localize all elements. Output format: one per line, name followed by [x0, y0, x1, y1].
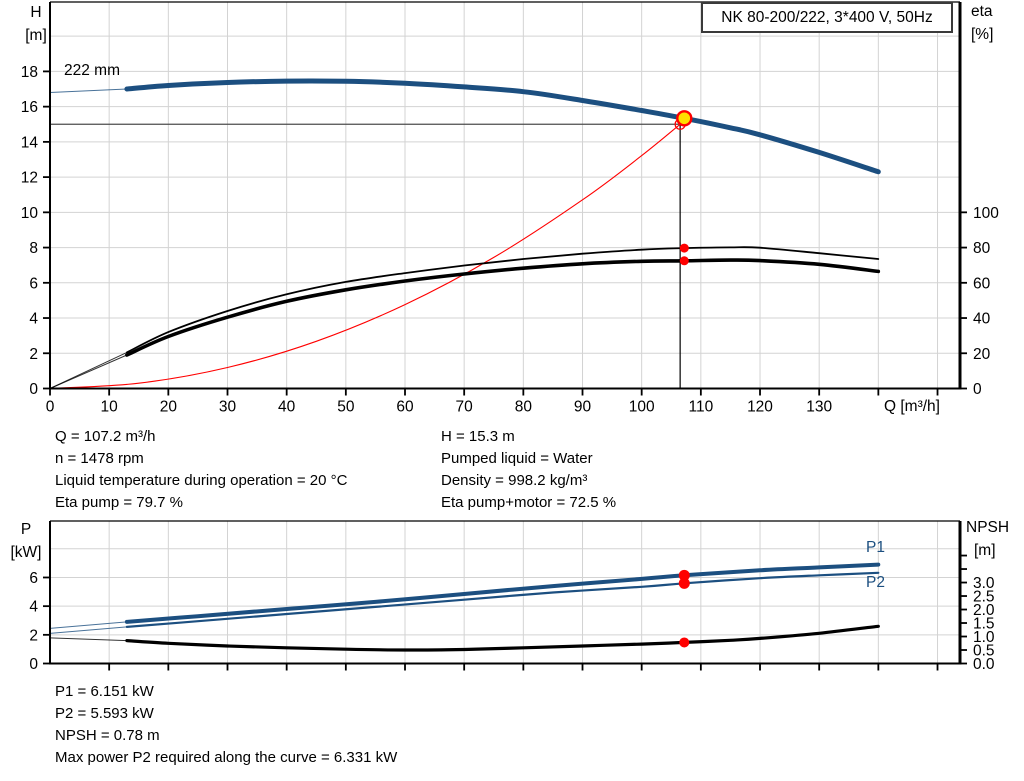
eta-unit-label: [%]	[971, 26, 994, 43]
eta-pump-motor-curve-lead	[49, 354, 128, 389]
y-tick-label: 6	[29, 275, 38, 292]
npsh-dot	[679, 637, 690, 648]
npsh-curve-lead	[49, 637, 127, 642]
x-tick-label: 50	[337, 399, 355, 416]
y2-tick-label: 80	[973, 240, 991, 257]
x-tick-label: 110	[688, 399, 713, 416]
readout-density: Density = 998.2 kg/m³	[441, 472, 588, 489]
eta-pump-motor-dot	[679, 256, 689, 266]
y-tick-label: 0	[29, 656, 38, 673]
x-tick-label: 100	[629, 399, 655, 416]
duty-point	[676, 110, 693, 127]
readout-max-power: Max power P2 required along the curve = …	[55, 749, 398, 766]
p1-curve	[124, 562, 881, 624]
y-tick-label: 2	[29, 627, 38, 644]
readout-flow: Q = 107.2 m³/h	[55, 428, 156, 445]
readout-p1: P1 = 6.151 kW	[55, 683, 154, 700]
y-tick-label: 4	[29, 599, 38, 616]
eta-pump-curve	[126, 246, 880, 354]
x-tick-label: 80	[515, 399, 533, 416]
x-tick-label: 60	[396, 399, 414, 416]
readout-temperature: Liquid temperature during operation = 20…	[55, 472, 348, 489]
y-tick-label: 18	[21, 64, 38, 81]
x-tick-label: 90	[574, 399, 592, 416]
h-curve	[124, 78, 881, 175]
y2-tick-label: 3.0	[973, 575, 995, 592]
eta-axis-label: eta	[971, 3, 993, 20]
system-curve	[49, 123, 681, 390]
y2-tick-label: 0.5	[973, 643, 995, 660]
duty-readout-right: H = 15.3 m Pumped liquid = Water Density…	[441, 426, 616, 514]
y2-tick-label: 2.0	[973, 602, 995, 619]
readout-p2: P2 = 5.593 kW	[55, 705, 154, 722]
y2-tick-label: 40	[973, 311, 991, 328]
y-tick-label: 16	[21, 99, 38, 116]
p2-dot	[678, 577, 690, 589]
y-tick-label: 8	[29, 240, 38, 257]
p2-series-label: P2	[866, 574, 885, 591]
h-curve-lead	[49, 88, 127, 93]
pump-title: NK 80-200/222, 3*400 V, 50Hz	[721, 8, 933, 26]
q-axis-label: Q [m³/h]	[884, 398, 940, 415]
x-tick-label: 70	[456, 399, 474, 416]
readout-head: H = 15.3 m	[441, 428, 515, 445]
p-unit-label: [kW]	[10, 544, 42, 561]
p1-curve-lead	[49, 621, 127, 629]
x-tick-label: 130	[806, 399, 832, 416]
h-unit-label: [m]	[25, 27, 47, 44]
y2-tick-label: 0.0	[973, 656, 995, 673]
y-tick-label: 2	[29, 346, 38, 363]
impeller-diameter-label: 222 mm	[64, 62, 120, 79]
eta-pump-motor-curve	[125, 258, 881, 357]
y2-tick-label: 100	[973, 205, 999, 222]
p2-curve	[125, 571, 880, 628]
x-tick-label: 120	[747, 399, 773, 416]
y2-tick-label: 1.0	[973, 629, 995, 646]
y-tick-label: 6	[29, 570, 38, 587]
x-tick-label: 20	[160, 399, 178, 416]
y2-tick-label: 2.5	[973, 589, 995, 606]
x-tick-label: 10	[101, 399, 119, 416]
readout-speed: n = 1478 rpm	[55, 450, 144, 467]
pump-title-box: NK 80-200/222, 3*400 V, 50Hz	[701, 2, 953, 33]
y2-tick-label: 0	[973, 381, 982, 398]
readout-liquid: Pumped liquid = Water	[441, 450, 593, 467]
readout-npsh: NPSH = 0.78 m	[55, 727, 160, 744]
p-axis-label: P	[20, 521, 32, 538]
x-tick-label: 0	[46, 399, 55, 416]
y-tick-label: 4	[29, 311, 38, 328]
npsh-curve	[125, 624, 880, 652]
y-tick-label: 10	[21, 205, 39, 222]
eta-pump-dot	[679, 243, 689, 253]
x-tick-label: 40	[278, 399, 296, 416]
y2-tick-label: 20	[973, 346, 991, 363]
y2-tick-label: 60	[973, 275, 991, 292]
y-tick-label: 0	[29, 381, 38, 398]
y2-tick-label: 1.5	[973, 616, 995, 633]
y-tick-label: 12	[21, 170, 38, 187]
power-readout: P1 = 6.151 kW P2 = 5.593 kW NPSH = 0.78 …	[55, 681, 397, 769]
readout-eta-pump-motor: Eta pump+motor = 72.5 %	[441, 494, 617, 511]
p1-dot	[678, 569, 690, 581]
y-tick-label: 14	[21, 134, 39, 151]
readout-eta-pump: Eta pump = 79.7 %	[55, 494, 183, 511]
npsh-axis-label: NPSH	[966, 519, 1010, 536]
x-tick-label: 30	[219, 399, 237, 416]
p2-curve-lead	[49, 626, 127, 634]
p1-series-label: P1	[866, 539, 885, 556]
npsh-unit-label: [m]	[974, 542, 996, 559]
duty-readout-left: Q = 107.2 m³/h n = 1478 rpm Liquid tempe…	[55, 426, 347, 514]
h-axis-label: H	[30, 4, 42, 21]
